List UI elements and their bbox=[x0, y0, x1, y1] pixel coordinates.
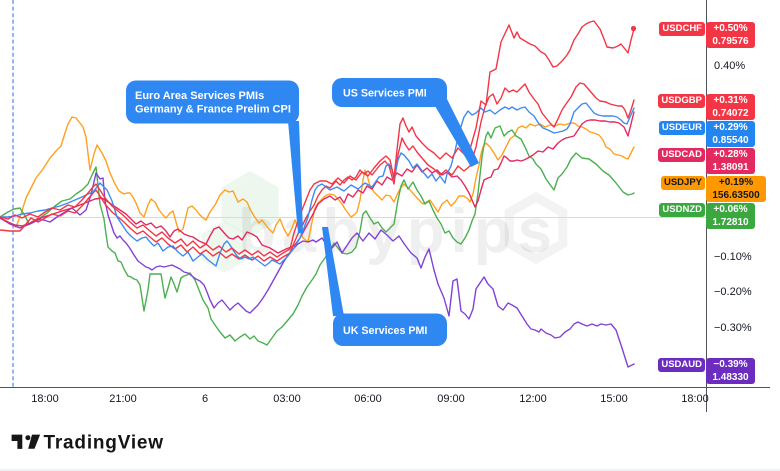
svg-text:UK Services PMI: UK Services PMI bbox=[343, 325, 427, 337]
svg-text:US Services PMI: US Services PMI bbox=[343, 88, 427, 100]
svg-text:Germany & France Prelim CPI: Germany & France Prelim CPI bbox=[135, 104, 291, 116]
svg-text:Euro Area Services PMIs: Euro Area Services PMIs bbox=[135, 90, 264, 102]
svg-text:TradingView: TradingView bbox=[44, 433, 164, 454]
